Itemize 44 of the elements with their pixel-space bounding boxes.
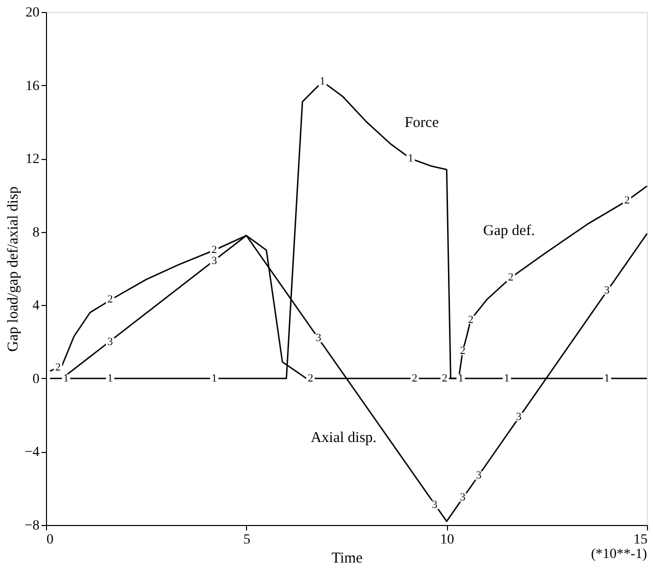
y-tick-label: −4 (24, 445, 40, 460)
y-tick-label: 8 (32, 225, 40, 240)
annotation: 2 (107, 294, 113, 306)
x-tick-label: 10 (440, 532, 454, 548)
text: (*10**-1) (591, 547, 648, 562)
annotation: 3 (516, 410, 522, 423)
annotation: 1 (107, 372, 113, 384)
annotation: 2 (624, 194, 630, 207)
annotation: 2 (508, 272, 514, 284)
x-tick-label: 5 (243, 532, 250, 548)
annotation: 1 (212, 372, 218, 384)
annotation: 3 (212, 255, 218, 268)
y-axis-title: Gap load/gap def/axial disp (6, 186, 22, 352)
annotation: 2 (460, 344, 466, 357)
annotation: 3 (107, 336, 114, 348)
annotation: Axial disp. (310, 430, 377, 446)
y-tick-label: 20 (26, 6, 40, 20)
annotation: 1 (63, 372, 69, 384)
annotation: 3 (476, 470, 482, 482)
annotation: 2 (308, 372, 314, 384)
x-axis-title: Time (331, 550, 363, 566)
annotation: 3 (604, 284, 610, 296)
annotation: 2 (468, 314, 474, 326)
annotation: Force (404, 114, 440, 131)
annotation: 1 (320, 76, 326, 88)
y-tick-label: 4 (32, 298, 40, 314)
annotation: 3 (432, 498, 438, 511)
annotation: 2 (412, 372, 418, 384)
annotation: 1 (458, 372, 464, 384)
annotation: 1 (604, 372, 610, 384)
annotation: 3 (460, 492, 466, 504)
annotation: 2 (212, 244, 218, 256)
annotation: 2 (55, 361, 61, 374)
y-tick-label: 12 (26, 152, 40, 168)
x-tick-label: 15 (634, 532, 648, 548)
y-tick-label: 0 (32, 372, 40, 387)
annotation: 3 (316, 332, 322, 344)
x-tick-label: 0 (46, 532, 54, 548)
annotation: 2 (442, 372, 448, 384)
y-tick-label: 16 (26, 78, 40, 94)
annotation: 1 (504, 372, 510, 384)
annotation: 1 (408, 152, 414, 165)
y-tick-label: −8 (24, 518, 40, 534)
annotation: Gap def. (483, 223, 535, 240)
